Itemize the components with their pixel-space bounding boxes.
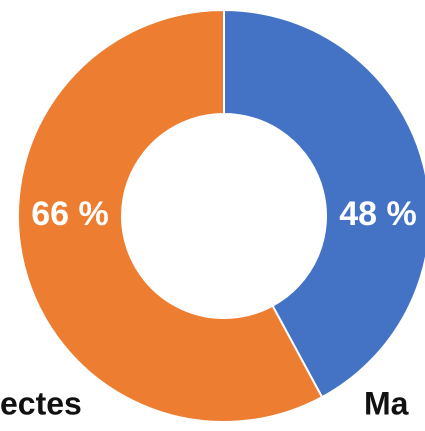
donut-segment: [223, 8, 425, 399]
category-label: Ma: [364, 385, 409, 421]
category-label: ectes: [0, 385, 82, 421]
value-label: 66 %: [31, 195, 109, 233]
donut-segment: [17, 8, 324, 423]
value-label: 48 %: [339, 195, 417, 233]
